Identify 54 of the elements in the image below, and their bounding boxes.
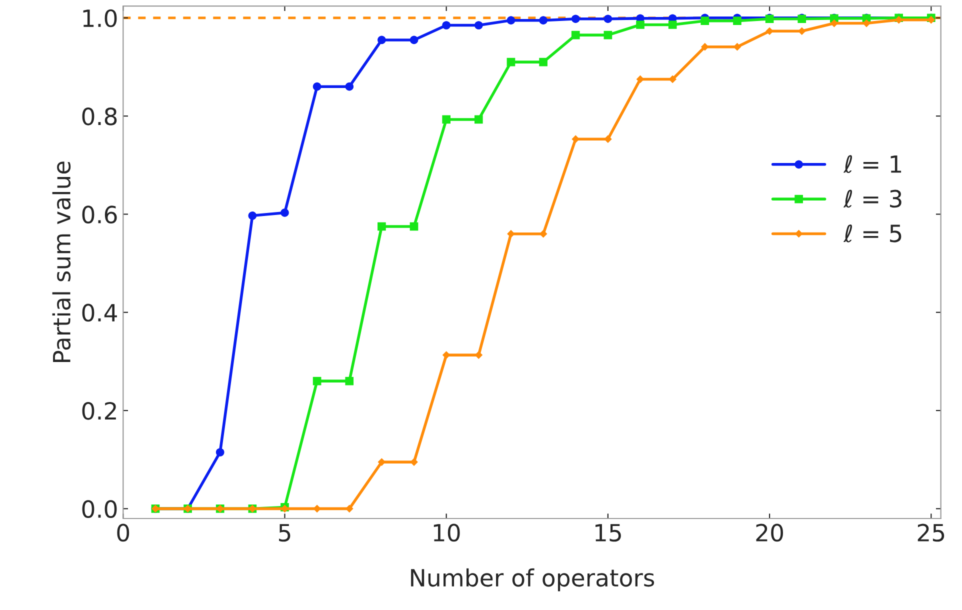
legend-label: ℓ = 1	[843, 155, 902, 174]
x-tick-label: 15	[596, 524, 621, 542]
y-axis-title: Partial sum value	[52, 162, 71, 362]
point	[506, 58, 516, 66]
point	[700, 16, 710, 25]
point	[474, 21, 483, 30]
point	[733, 16, 742, 25]
point	[506, 16, 516, 24]
point	[442, 351, 450, 359]
point	[862, 19, 870, 28]
y-tick-label: 0.2	[82, 402, 116, 420]
x-axis-title: Number of operators	[411, 568, 654, 592]
y-tick-label: 1.0	[83, 9, 117, 28]
point	[312, 376, 322, 386]
point	[312, 82, 322, 91]
point	[442, 115, 451, 124]
point	[345, 82, 354, 91]
point	[668, 75, 677, 84]
point	[216, 448, 224, 456]
point	[668, 20, 677, 29]
point	[539, 16, 548, 24]
x-tick-label: 5	[279, 524, 290, 542]
point	[604, 135, 612, 144]
point	[507, 230, 515, 238]
x-tick-label: 10	[434, 524, 460, 542]
point	[410, 458, 418, 466]
point	[280, 208, 289, 217]
point	[474, 351, 483, 359]
point	[248, 212, 257, 220]
point	[766, 27, 774, 36]
x-tick-label: 20	[756, 524, 783, 542]
y-tick-label: 0.4	[82, 304, 117, 322]
point	[700, 42, 709, 51]
point	[345, 376, 354, 386]
point	[636, 20, 644, 29]
point	[410, 222, 418, 231]
point	[474, 115, 483, 124]
point	[604, 30, 612, 40]
y-tick-label: 0.0	[82, 500, 117, 518]
legend-label: ℓ = 3	[843, 190, 902, 208]
point	[571, 30, 580, 40]
point	[313, 504, 321, 513]
point	[571, 14, 580, 24]
point	[539, 58, 548, 66]
y-tick-label: 0.6	[82, 206, 117, 224]
point	[410, 36, 418, 44]
point	[442, 21, 451, 30]
y-tick-label: 0.8	[82, 107, 117, 126]
x-tick-label: 25	[918, 524, 944, 542]
x-tick-label: 0	[117, 524, 130, 542]
point	[604, 14, 612, 24]
point	[378, 36, 386, 44]
point	[378, 222, 386, 231]
legend-label: ℓ = 5	[843, 224, 902, 242]
